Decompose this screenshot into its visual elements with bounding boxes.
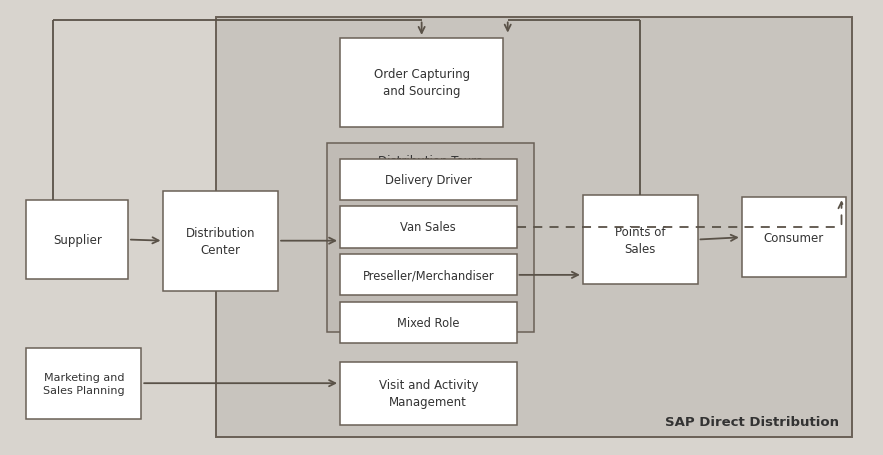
Text: Marketing and
Sales Planning: Marketing and Sales Planning	[43, 372, 125, 395]
Bar	[340, 255, 517, 296]
Bar	[216, 18, 852, 437]
Bar	[340, 39, 503, 127]
Bar	[583, 196, 698, 284]
Text: Van Sales: Van Sales	[400, 221, 457, 234]
Text: Order Capturing
and Sourcing: Order Capturing and Sourcing	[374, 68, 470, 98]
Bar	[26, 348, 141, 419]
Text: Visit and Activity
Management: Visit and Activity Management	[379, 379, 478, 409]
Bar	[327, 143, 534, 332]
Text: Preseller/Merchandiser: Preseller/Merchandiser	[362, 269, 494, 282]
Text: SAP Direct Distribution: SAP Direct Distribution	[665, 415, 839, 428]
Text: Distribution
Center: Distribution Center	[186, 226, 255, 256]
Bar	[340, 159, 517, 200]
Text: Mixed Role: Mixed Role	[397, 317, 459, 329]
Bar	[163, 191, 278, 291]
Text: Consumer: Consumer	[764, 231, 824, 244]
Text: Distribution Tours: Distribution Tours	[378, 155, 483, 168]
Bar	[340, 303, 517, 344]
Text: Delivery Driver: Delivery Driver	[385, 173, 472, 186]
Bar	[742, 198, 846, 278]
Bar	[340, 362, 517, 425]
Bar	[340, 207, 517, 248]
Text: Supplier: Supplier	[53, 233, 102, 247]
Bar	[26, 200, 128, 280]
Text: Points of
Sales: Points of Sales	[615, 225, 666, 255]
